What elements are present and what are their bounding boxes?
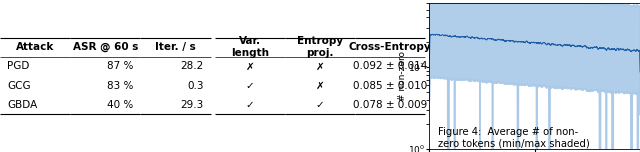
- Y-axis label: # non-zero: # non-zero: [398, 51, 407, 101]
- Text: Figure 4:  Average # of non-
zero tokens (min/max shaded): Figure 4: Average # of non- zero tokens …: [438, 127, 590, 149]
